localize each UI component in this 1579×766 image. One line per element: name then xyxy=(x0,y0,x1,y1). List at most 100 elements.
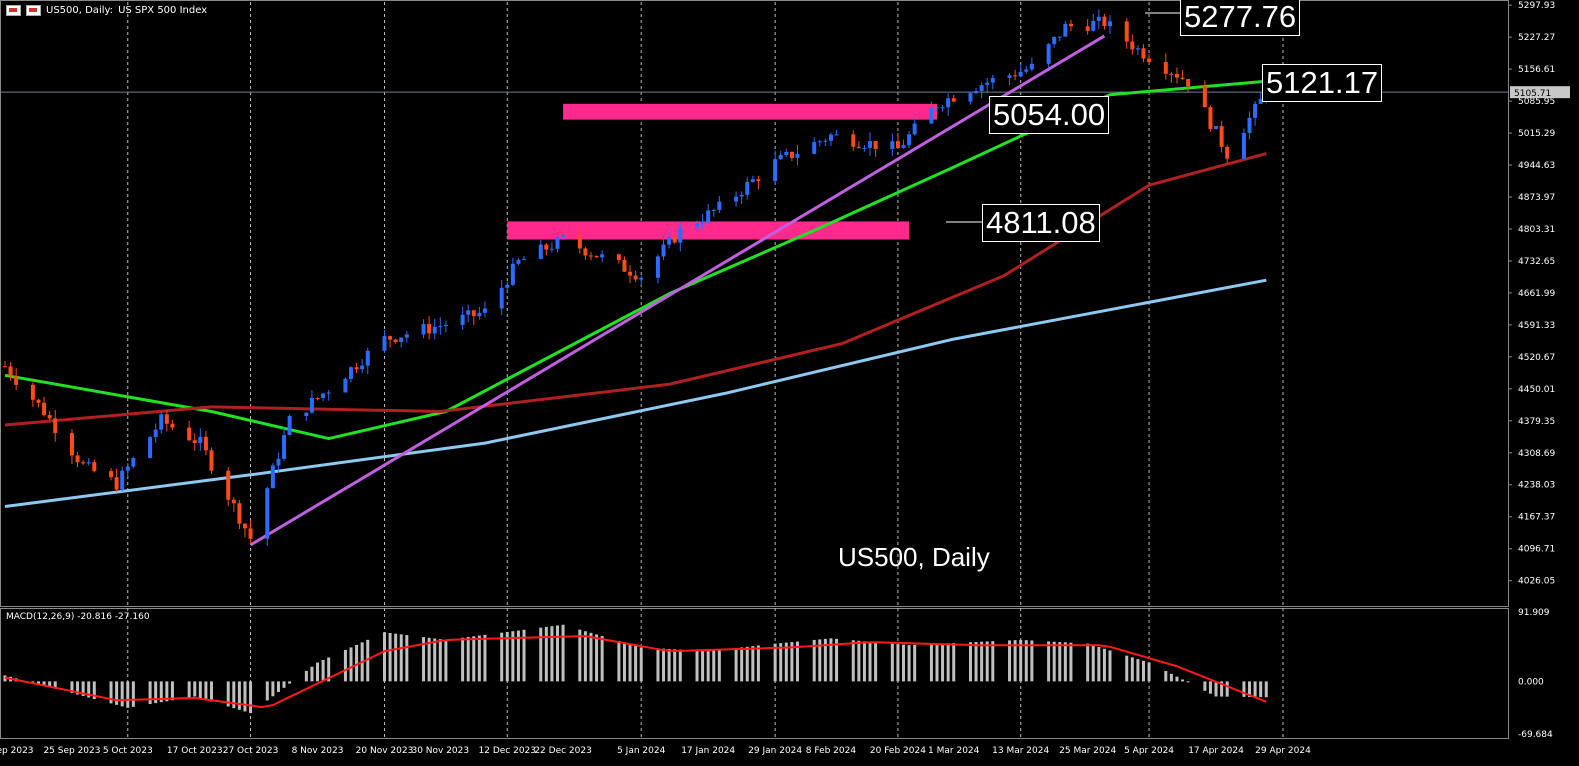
candle xyxy=(544,244,549,250)
x-tick-label: 29 Apr 2024 xyxy=(1255,746,1311,756)
candle xyxy=(1135,48,1140,50)
candle xyxy=(1096,16,1101,21)
macd-histogram-bar xyxy=(740,647,744,682)
macd-histogram-bar xyxy=(600,636,604,682)
candle xyxy=(706,210,711,223)
macd-histogram-bar xyxy=(862,641,866,682)
macd-histogram-bar xyxy=(399,634,403,682)
symbol-description: US SPX 500 Index xyxy=(118,5,208,16)
candle xyxy=(655,256,660,278)
candle xyxy=(1107,21,1112,27)
candle xyxy=(661,244,666,257)
macd-histogram-bar xyxy=(695,650,699,682)
y-tick-label: 4803.31 xyxy=(1518,225,1555,235)
macd-histogram-bar xyxy=(617,640,621,682)
y-tick-label: 5156.61 xyxy=(1518,65,1555,75)
y-tick-label: 4450.01 xyxy=(1518,385,1555,395)
macd-histogram-bar xyxy=(907,645,911,682)
moving-average-line xyxy=(4,278,1267,508)
candle xyxy=(795,153,800,158)
candle xyxy=(778,154,783,160)
macd-histogram-bar xyxy=(968,642,972,682)
candle xyxy=(773,159,778,182)
candle xyxy=(789,151,794,158)
macd-histogram-bar xyxy=(1030,640,1034,682)
macd-histogram-bar xyxy=(1214,681,1218,697)
candle xyxy=(561,235,566,237)
candle xyxy=(739,194,744,197)
candle xyxy=(125,466,130,471)
candle xyxy=(427,324,432,334)
chart-watermark: US500, Daily xyxy=(838,542,990,572)
macd-histogram-bar xyxy=(204,681,208,700)
macd-histogram-bar xyxy=(795,641,799,682)
candle xyxy=(628,271,633,276)
macd-histogram-bar xyxy=(472,636,476,682)
candle xyxy=(1214,126,1219,130)
macd-histogram-bar xyxy=(81,681,85,697)
macd-histogram-bar xyxy=(634,645,638,682)
macd-histogram-bar xyxy=(734,648,738,682)
macd-histogram-bar xyxy=(673,649,677,682)
macd-signal-line xyxy=(4,635,1267,709)
macd-histogram-bar xyxy=(857,640,861,682)
macd-histogram-bar xyxy=(159,681,163,703)
price-pane-border xyxy=(0,0,1509,607)
macd-histogram-bar xyxy=(1203,681,1207,691)
macd-histogram-bar xyxy=(868,641,872,682)
candle xyxy=(538,244,543,259)
candle xyxy=(153,429,158,438)
macd-histogram-bar xyxy=(327,657,331,682)
callout-current: 5121.17 xyxy=(1262,64,1383,102)
candle xyxy=(304,412,309,417)
current-price-tag-label: 5105.71 xyxy=(1514,89,1551,99)
candle xyxy=(14,376,19,385)
macd-histogram-bar xyxy=(505,631,509,682)
macd-histogram-bar xyxy=(829,638,833,682)
candle xyxy=(1186,79,1191,87)
candle xyxy=(360,365,365,370)
x-tick-label: 25 Sep 2023 xyxy=(43,746,100,756)
x-tick-label: 29 Jan 2024 xyxy=(748,746,802,756)
macd-histogram-bar xyxy=(1164,671,1168,682)
candle xyxy=(1247,117,1252,133)
candle xyxy=(979,85,984,91)
macd-histogram-bar xyxy=(366,639,370,682)
macd-histogram-bar xyxy=(667,648,671,682)
candle xyxy=(388,336,393,340)
y-tick-label: 4096.71 xyxy=(1518,545,1555,555)
chart-type-icon xyxy=(26,5,41,16)
candle xyxy=(1085,26,1090,31)
macd-histogram-bar xyxy=(1069,642,1073,682)
macd-histogram-bar xyxy=(974,641,978,682)
macd-histogram-bar xyxy=(1147,662,1151,682)
macd-histogram-bar xyxy=(1063,642,1067,682)
candle xyxy=(248,528,253,539)
candle xyxy=(443,324,448,327)
candle xyxy=(895,141,900,149)
candle xyxy=(1091,20,1096,31)
candle xyxy=(120,470,125,490)
candle xyxy=(354,367,359,370)
macd-histogram-bar xyxy=(639,647,643,682)
macd-histogram-bar xyxy=(1091,645,1095,682)
macd-histogram-bar xyxy=(87,681,91,698)
macd-histogram-bar xyxy=(583,631,587,682)
candle xyxy=(466,310,471,315)
candle xyxy=(1241,132,1246,159)
candle xyxy=(482,308,487,313)
macd-histogram-bar xyxy=(461,637,465,682)
macd-histogram-bar xyxy=(109,681,113,704)
candle xyxy=(946,98,951,108)
candle xyxy=(828,134,833,141)
macd-histogram-bar xyxy=(388,633,392,682)
x-tick-label: 8 Feb 2024 xyxy=(806,746,857,756)
macd-histogram-bar xyxy=(76,681,80,695)
macd-histogram-bar xyxy=(477,635,481,682)
macd-histogram-bar xyxy=(483,634,487,682)
macd-histogram-bar xyxy=(70,681,74,694)
candle xyxy=(1253,103,1258,118)
candle xyxy=(75,455,80,463)
candle xyxy=(622,259,627,272)
